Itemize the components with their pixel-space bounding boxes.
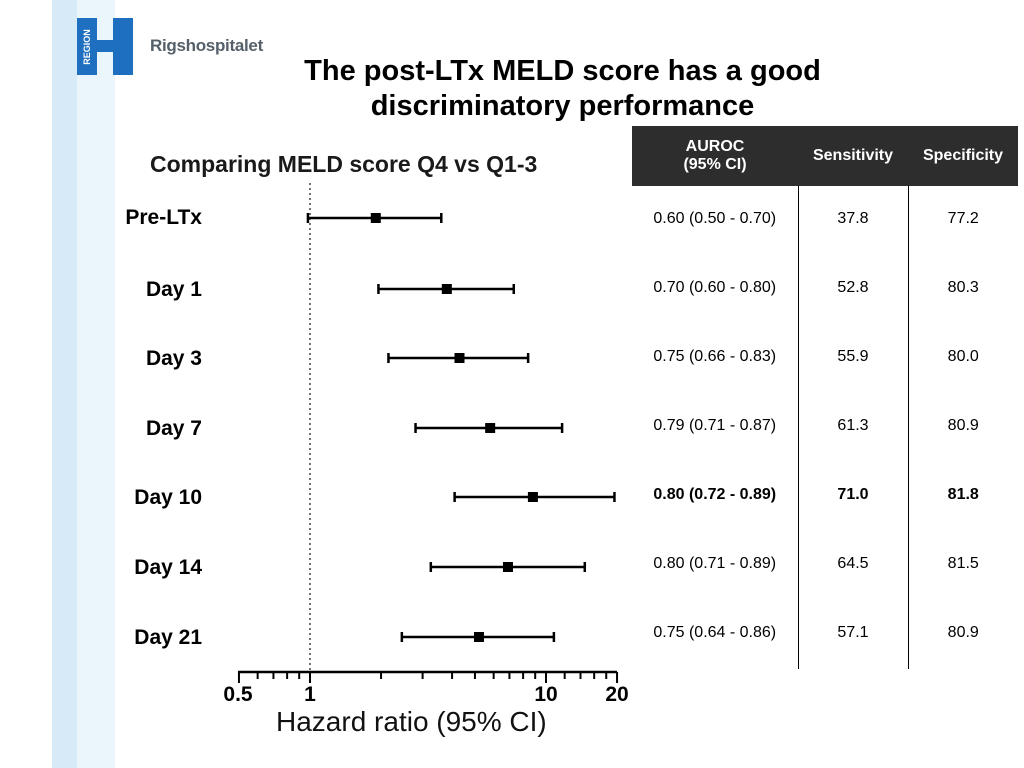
- auroc-cell: 0.75 (0.66 - 0.83): [632, 324, 799, 393]
- stats-table: AUROC (95% CI) Sensitivity Specificity 0…: [632, 126, 1018, 669]
- table-row: 0.75 (0.64 - 0.86) 57.1 80.9: [632, 600, 1018, 669]
- specificity-cell: 80.9: [947, 624, 979, 641]
- row-label-pre-ltx: Pre-LTx: [125, 206, 202, 229]
- row-label-day-14: Day 14: [134, 556, 202, 579]
- specificity-cell: 80.3: [947, 279, 979, 296]
- row-label-day-10: Day 10: [134, 486, 202, 509]
- sensitivity-cell: 37.8: [798, 186, 909, 255]
- auroc-cell: 0.80 (0.71 - 0.89): [632, 531, 799, 600]
- row-label-day-3: Day 3: [145, 347, 202, 370]
- region-h-logo: REGION: [77, 18, 133, 75]
- sensitivity-cell: 57.1: [798, 600, 909, 669]
- title-line-2: discriminatory performance: [370, 90, 755, 122]
- page-title: The post-LTx MELD score has a good discr…: [200, 54, 925, 124]
- row-label-day-7: Day 7: [145, 417, 202, 440]
- title-line-1: The post-LTx MELD score has a good: [304, 55, 821, 87]
- specificity-cell: 80.0: [947, 348, 979, 365]
- table-row: 0.79 (0.71 - 0.87) 61.3 80.9: [632, 393, 1018, 462]
- x-tick-label: 10: [534, 683, 558, 706]
- header-auroc: AUROC (95% CI): [632, 126, 798, 186]
- table-row: 0.80 (0.71 - 0.89) 64.5 81.5: [632, 531, 1018, 600]
- x-tick-label: 20: [605, 683, 629, 706]
- table-row: 0.60 (0.50 - 0.70) 37.8 77.2: [632, 186, 1018, 255]
- row-label-day-21: Day 21: [134, 626, 202, 649]
- chart-title: Comparing MELD score Q4 vs Q1-3: [150, 151, 538, 177]
- logo-text: REGION: [82, 29, 92, 65]
- row-label-day-1: Day 1: [145, 278, 202, 301]
- auroc-cell: 0.75 (0.64 - 0.86): [632, 600, 799, 669]
- specificity-cell: 80.9: [947, 417, 979, 434]
- sensitivity-cell: 61.3: [798, 393, 909, 462]
- specificity-cell: 77.2: [947, 210, 979, 227]
- auroc-cell: 0.60 (0.50 - 0.70): [632, 186, 799, 255]
- hr-point: [527, 492, 538, 502]
- sensitivity-cell: 52.8: [798, 255, 909, 324]
- x-tick-label: 0.5: [223, 683, 253, 706]
- hospital-name: Rigshospitalet: [150, 36, 263, 55]
- sensitivity-cell: 64.5: [798, 531, 909, 600]
- auroc-cell: 0.70 (0.60 - 0.80): [632, 255, 799, 324]
- specificity-cell: 81.5: [947, 555, 979, 572]
- auroc-cell: 0.80 (0.72 - 0.89): [632, 462, 799, 531]
- sensitivity-cell: 71.0: [798, 462, 909, 531]
- header-auroc-line-2: (95% CI): [683, 156, 747, 173]
- x-axis-title: Hazard ratio (95% CI): [276, 706, 547, 737]
- table-row: 0.70 (0.60 - 0.80) 52.8 80.3: [632, 255, 1018, 324]
- header-auroc-line-1: AUROC: [685, 138, 745, 155]
- hr-point: [454, 353, 465, 363]
- background-stripe-light: [77, 0, 115, 768]
- background-stripe: [52, 0, 77, 768]
- sensitivity-cell: 55.9: [798, 324, 909, 393]
- header-specificity: Specificity: [908, 126, 1018, 186]
- x-tick-label: 1: [304, 683, 316, 706]
- table-header-row: AUROC (95% CI) Sensitivity Specificity: [632, 126, 1018, 186]
- hr-point: [485, 423, 496, 433]
- specificity-cell: 81.8: [947, 486, 979, 503]
- table-row-highlighted: 0.80 (0.72 - 0.89) 71.0 81.8: [632, 462, 1018, 531]
- hr-point: [370, 213, 381, 223]
- table-row: 0.75 (0.66 - 0.83) 55.9 80.0: [632, 324, 1018, 393]
- header-sensitivity: Sensitivity: [798, 126, 908, 186]
- auroc-cell: 0.79 (0.71 - 0.87): [632, 393, 799, 462]
- hr-point: [473, 632, 484, 642]
- hr-point: [441, 284, 452, 294]
- hr-point: [502, 562, 513, 572]
